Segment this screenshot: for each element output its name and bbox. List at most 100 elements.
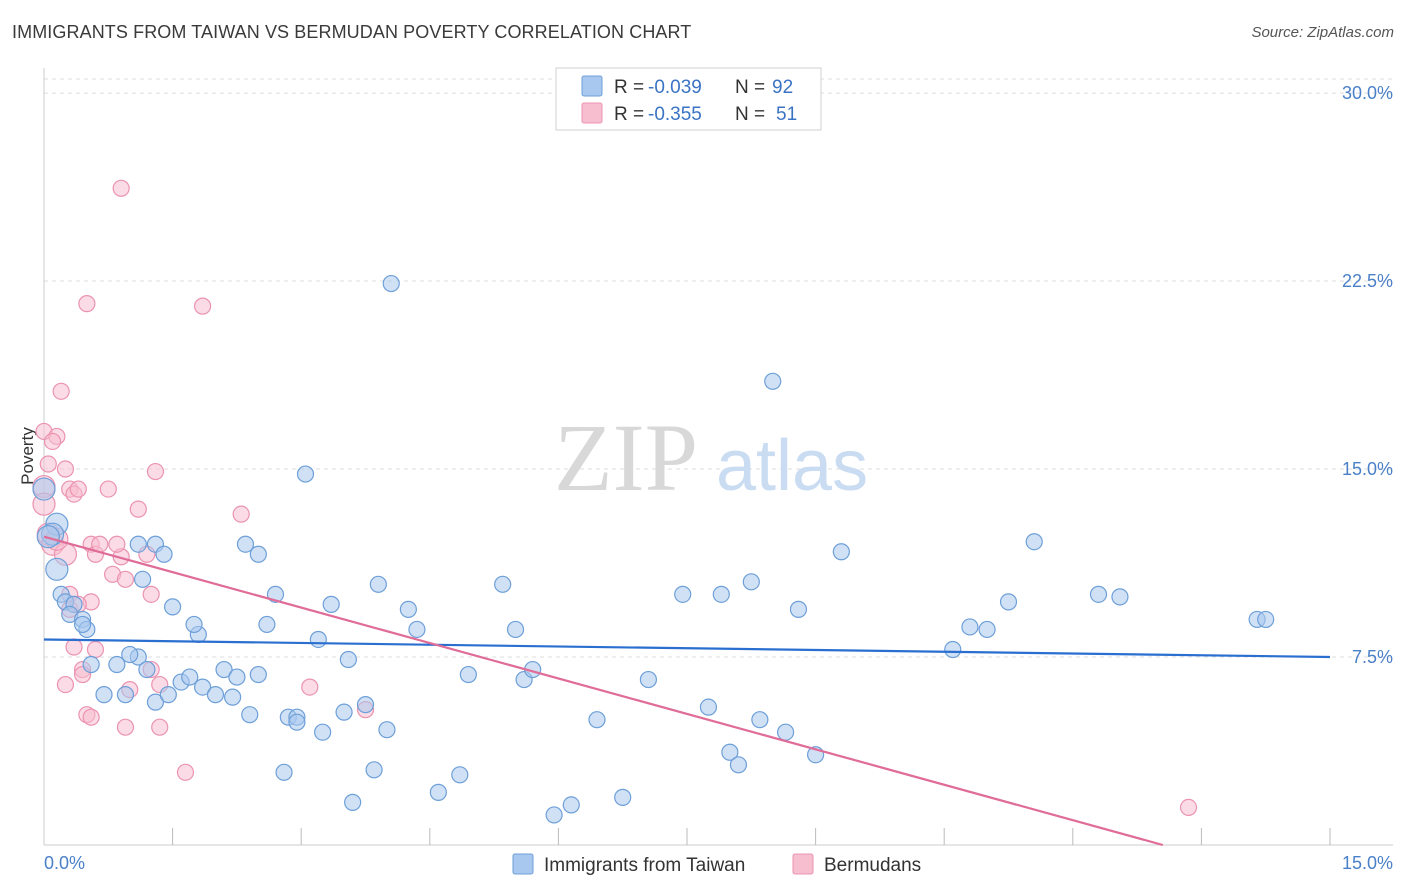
data-point bbox=[138, 660, 156, 679]
data-point bbox=[1089, 585, 1108, 603]
data-point bbox=[95, 686, 113, 704]
data-point bbox=[82, 708, 100, 726]
data-point bbox=[258, 615, 276, 634]
data-point bbox=[133, 570, 152, 588]
grid-layer: 7.5% 15.0% 22.5% 30.0% bbox=[44, 78, 1393, 667]
data-point bbox=[99, 480, 117, 498]
legend-swatch-taiwan bbox=[581, 75, 603, 97]
data-point bbox=[86, 640, 105, 659]
bottom-legend-label-taiwan: Immigrants from Taiwan bbox=[544, 855, 745, 876]
data-point bbox=[194, 297, 212, 315]
data-point bbox=[335, 703, 353, 721]
correlation-legend: R = -0.039 N = 92 R = -0.355 N = 51 bbox=[555, 67, 822, 131]
data-point bbox=[978, 620, 996, 639]
data-point bbox=[249, 545, 267, 563]
y-tick-label: 7.5% bbox=[1352, 647, 1393, 667]
data-point bbox=[129, 535, 147, 553]
data-point bbox=[301, 678, 319, 696]
data-point bbox=[378, 721, 396, 739]
data-point bbox=[155, 545, 173, 563]
trend-line-bermudans bbox=[43, 535, 1164, 847]
data-point bbox=[288, 713, 306, 731]
data-point bbox=[832, 543, 850, 561]
data-point bbox=[108, 535, 126, 553]
data-point bbox=[112, 179, 130, 197]
data-point bbox=[999, 593, 1018, 611]
watermark-atlas: atlas bbox=[716, 426, 868, 506]
legend-n-value-1: 92 bbox=[772, 77, 793, 98]
data-point bbox=[459, 665, 477, 684]
data-point bbox=[314, 723, 332, 741]
legend-r-value-2: -0.355 bbox=[648, 104, 702, 125]
data-point bbox=[729, 756, 748, 774]
data-point bbox=[309, 630, 327, 649]
data-point bbox=[961, 618, 979, 636]
axes-layer: Poverty 0.0% 15.0% bbox=[18, 68, 1393, 873]
chart-title: IMMIGRANTS FROM TAIWAN VS BERMUDAN POVER… bbox=[12, 22, 692, 42]
trend-line-taiwan bbox=[43, 638, 1331, 659]
data-point bbox=[344, 793, 362, 811]
legend-n-label-1: N = bbox=[735, 77, 765, 98]
data-point bbox=[32, 477, 56, 501]
data-point bbox=[674, 585, 692, 603]
data-point bbox=[721, 743, 739, 761]
data-point bbox=[1111, 588, 1129, 606]
data-point bbox=[224, 688, 242, 706]
source-label: Source: ZipAtlas.com bbox=[1251, 24, 1394, 41]
y-axis-title: Poverty bbox=[18, 427, 37, 485]
data-point bbox=[228, 668, 246, 686]
data-point bbox=[1025, 533, 1043, 551]
legend-swatch-bermudans bbox=[581, 102, 603, 124]
data-point bbox=[712, 585, 730, 603]
series-immigrants-from-taiwan bbox=[32, 274, 1275, 824]
data-point bbox=[545, 806, 563, 824]
data-point bbox=[944, 640, 962, 659]
data-point bbox=[241, 706, 259, 724]
data-point bbox=[614, 788, 632, 806]
data-point bbox=[399, 600, 417, 618]
watermark-zip: ZIP bbox=[554, 404, 698, 511]
data-point bbox=[116, 570, 135, 588]
data-point bbox=[742, 573, 760, 591]
data-point bbox=[429, 783, 447, 801]
data-point bbox=[562, 796, 580, 814]
data-point bbox=[146, 462, 165, 481]
legend-n-value-2: 51 bbox=[776, 104, 797, 125]
y-tick-label: 15.0% bbox=[1342, 459, 1393, 479]
data-point bbox=[408, 620, 426, 639]
data-point bbox=[339, 650, 357, 669]
data-point bbox=[56, 460, 75, 478]
bottom-legend-label-bermudans: Bermudans bbox=[824, 855, 921, 876]
x-tick-label-min: 0.0% bbox=[44, 853, 85, 873]
data-point bbox=[129, 500, 147, 518]
legend-r-label-1: R = bbox=[614, 77, 644, 98]
data-point bbox=[1179, 798, 1198, 817]
data-point bbox=[356, 696, 375, 714]
data-point bbox=[639, 670, 658, 689]
data-point bbox=[43, 432, 62, 451]
data-point bbox=[116, 718, 135, 736]
data-point bbox=[36, 525, 60, 549]
x-tick-label-max: 15.0% bbox=[1342, 853, 1393, 873]
data-point bbox=[52, 382, 70, 400]
data-point bbox=[194, 678, 212, 696]
bottom-legend-swatch-bermudans bbox=[792, 853, 814, 875]
data-point bbox=[776, 723, 795, 741]
data-point bbox=[236, 535, 255, 553]
data-point bbox=[789, 600, 808, 618]
data-point bbox=[588, 711, 606, 729]
data-point bbox=[39, 455, 57, 473]
data-point bbox=[65, 638, 83, 656]
trend-lines bbox=[43, 535, 1331, 847]
data-point bbox=[151, 718, 169, 736]
series-legend: Immigrants from Taiwan Bermudans bbox=[512, 853, 921, 876]
y-tick-label: 22.5% bbox=[1342, 271, 1393, 291]
data-point bbox=[82, 655, 100, 674]
data-point bbox=[164, 598, 182, 616]
data-point bbox=[365, 761, 383, 779]
data-point bbox=[369, 575, 387, 593]
data-point bbox=[69, 480, 87, 498]
legend-n-label-2: N = bbox=[735, 104, 765, 125]
data-point bbox=[382, 274, 400, 293]
